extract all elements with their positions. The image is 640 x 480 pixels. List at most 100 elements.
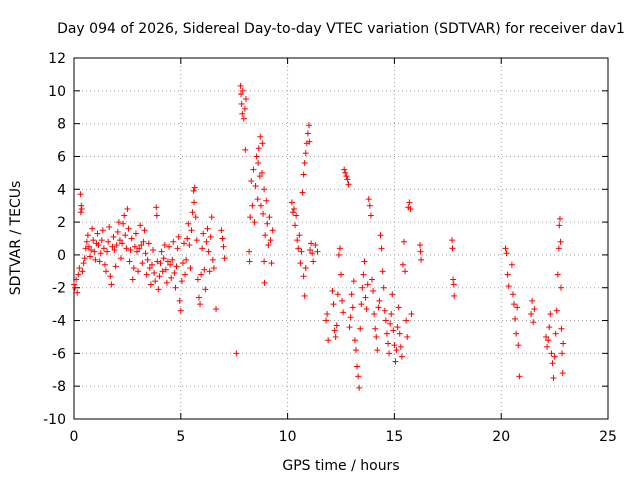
y-tick-labels: -10 -8 -6 -4 -2 0 2 4 6 8 10 12	[43, 51, 66, 428]
data-point	[255, 160, 262, 167]
data-point	[210, 265, 217, 272]
x-tick-label: 10	[279, 429, 297, 445]
data-point	[89, 225, 96, 232]
x-tick-label: 5	[176, 429, 185, 445]
data-point	[299, 189, 306, 196]
data-point	[336, 245, 343, 252]
data-point	[157, 260, 164, 267]
data-point	[261, 258, 268, 265]
data-point	[350, 278, 357, 285]
data-point	[77, 191, 84, 198]
data-point	[556, 222, 563, 229]
data-point	[364, 281, 371, 288]
data-point	[543, 333, 550, 340]
data-point	[88, 246, 95, 253]
data-point	[514, 304, 521, 311]
data-point	[359, 284, 366, 291]
data-point	[162, 266, 169, 273]
data-point	[261, 279, 268, 286]
data-point	[560, 340, 567, 347]
data-point	[263, 197, 270, 204]
data-point	[408, 310, 415, 317]
data-point	[255, 145, 262, 152]
x-tick-label: 25	[599, 429, 617, 445]
data-point	[267, 237, 274, 244]
data-point	[288, 199, 295, 206]
data-point	[345, 181, 352, 188]
data-point	[190, 187, 197, 194]
y-tick-label: 0	[57, 248, 66, 264]
data-point	[83, 238, 90, 245]
data-point	[101, 261, 108, 268]
data-point	[207, 233, 214, 240]
data-point	[417, 242, 424, 249]
data-point	[357, 325, 364, 332]
data-point	[381, 307, 388, 314]
data-point	[187, 265, 194, 272]
data-point	[344, 176, 351, 183]
data-point	[163, 279, 170, 286]
data-point	[366, 202, 373, 209]
y-tick-label: -2	[52, 281, 66, 297]
data-point	[138, 242, 145, 249]
data-point	[339, 297, 346, 304]
data-point	[192, 214, 199, 221]
data-point	[218, 227, 225, 234]
data-point	[78, 205, 85, 212]
data-point	[151, 269, 158, 276]
data-point	[130, 265, 137, 272]
data-point	[374, 347, 381, 354]
data-point	[97, 250, 104, 257]
data-point	[181, 240, 188, 247]
data-point	[156, 273, 163, 280]
data-point	[347, 314, 354, 321]
data-point	[160, 255, 167, 262]
data-point	[155, 286, 162, 293]
data-point	[341, 166, 348, 173]
data-point	[91, 248, 98, 255]
data-point	[104, 248, 111, 255]
data-point	[197, 301, 204, 308]
data-point	[257, 202, 264, 209]
data-point	[554, 271, 561, 278]
data-point	[95, 242, 102, 249]
data-point	[356, 384, 363, 391]
data-point	[74, 289, 81, 296]
data-point	[84, 232, 91, 239]
data-point	[112, 263, 119, 270]
data-point	[120, 220, 127, 227]
data-point	[113, 242, 120, 249]
data-point	[107, 273, 114, 280]
data-point	[557, 238, 564, 245]
data-point	[213, 306, 220, 313]
data-point	[367, 212, 374, 219]
data-point	[531, 306, 538, 313]
data-point	[362, 294, 369, 301]
data-point	[164, 258, 171, 265]
data-point	[128, 235, 135, 242]
y-tick-label: 6	[57, 149, 66, 165]
data-point	[334, 291, 341, 298]
data-point	[198, 271, 205, 278]
data-point	[545, 337, 552, 344]
chart-title: Day 094 of 2026, Sidereal Day-to-day VTE…	[57, 21, 625, 37]
data-point	[259, 140, 266, 147]
data-point	[179, 260, 186, 267]
data-point	[342, 169, 349, 176]
data-point	[402, 268, 409, 275]
data-point	[558, 284, 565, 291]
data-point	[205, 248, 212, 255]
data-point	[77, 209, 84, 216]
data-point	[558, 325, 565, 332]
data-point	[206, 268, 213, 275]
data-point	[529, 297, 536, 304]
data-point	[238, 91, 245, 98]
data-point	[85, 243, 92, 250]
data-point	[502, 245, 509, 252]
data-point	[291, 205, 298, 212]
data-point	[305, 122, 312, 129]
data-point	[515, 342, 522, 349]
data-point	[370, 288, 377, 295]
data-point	[194, 276, 201, 283]
